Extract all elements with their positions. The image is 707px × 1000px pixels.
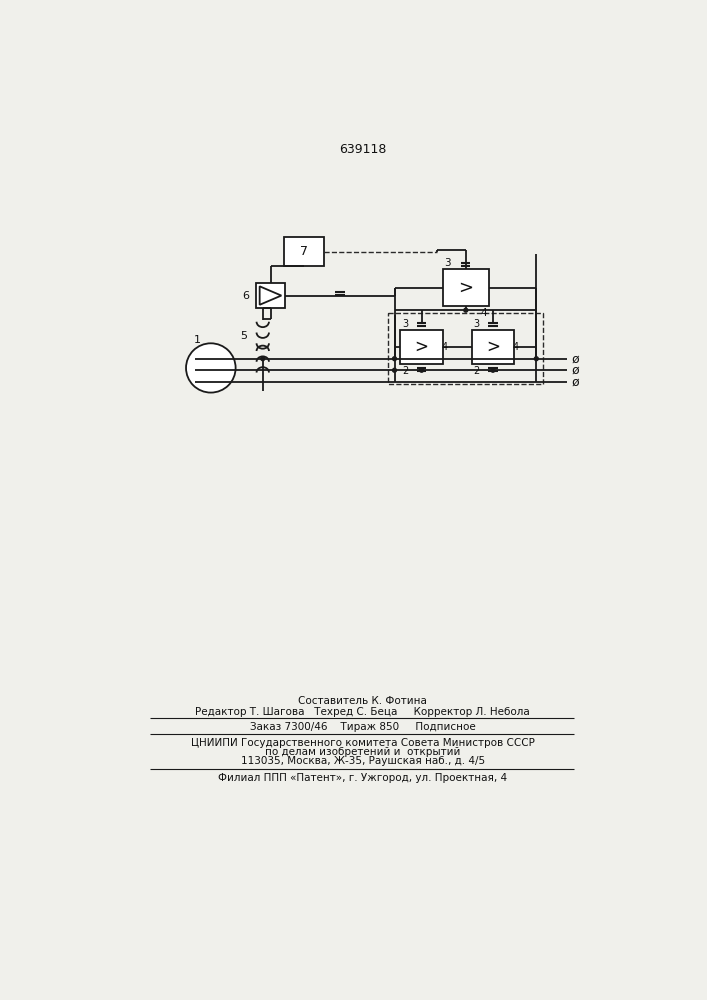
Text: 2: 2 [402,366,408,376]
Circle shape [392,357,397,361]
Text: 7: 7 [300,245,308,258]
Text: 4: 4 [513,342,519,352]
Text: 4: 4 [441,342,448,352]
Text: >: > [486,338,500,356]
Text: 2: 2 [473,366,479,376]
Bar [472,330,514,364]
Bar [256,283,285,308]
Text: 3: 3 [402,319,408,329]
Text: Редактор Т. Шагова   Техред С. Беца     Корректор Л. Небола: Редактор Т. Шагова Техред С. Беца Коррек… [195,707,530,717]
Text: Составитель К. Фотина: Составитель К. Фотина [298,696,427,706]
Text: Заказ 7300/46    Тираж 850     Подписное: Заказ 7300/46 Тираж 850 Подписное [250,722,476,732]
Text: 3: 3 [473,319,479,329]
Text: по делам изобретений и  открытий: по делам изобретений и открытий [265,747,460,757]
Bar [443,269,489,306]
Circle shape [261,357,264,361]
Circle shape [186,343,235,393]
Bar [388,313,542,384]
Circle shape [392,368,397,372]
Text: 3: 3 [444,258,451,268]
Bar [284,237,324,266]
Text: ЦНИИПИ Государственного комитета Совета Министров СССР: ЦНИИПИ Государственного комитета Совета … [191,738,534,748]
Circle shape [420,368,423,372]
Text: ø: ø [572,352,580,365]
Circle shape [491,368,495,372]
Text: >: > [458,279,473,297]
Text: 4: 4 [481,308,488,318]
Text: 639118: 639118 [339,143,387,156]
Text: Филиал ППП «Патент», г. Ужгород, ул. Проектная, 4: Филиал ППП «Патент», г. Ужгород, ул. Про… [218,773,508,783]
Text: 113035, Москва, Ж-35, Раушская наб., д. 4/5: 113035, Москва, Ж-35, Раушская наб., д. … [240,756,485,766]
Text: 6: 6 [243,291,250,301]
Circle shape [534,357,538,361]
Text: >: > [414,338,428,356]
Text: ø: ø [572,364,580,377]
Text: 1: 1 [194,335,200,345]
Circle shape [464,308,468,312]
Text: 5: 5 [240,331,247,341]
Bar [400,330,443,364]
Text: ø: ø [572,375,580,388]
